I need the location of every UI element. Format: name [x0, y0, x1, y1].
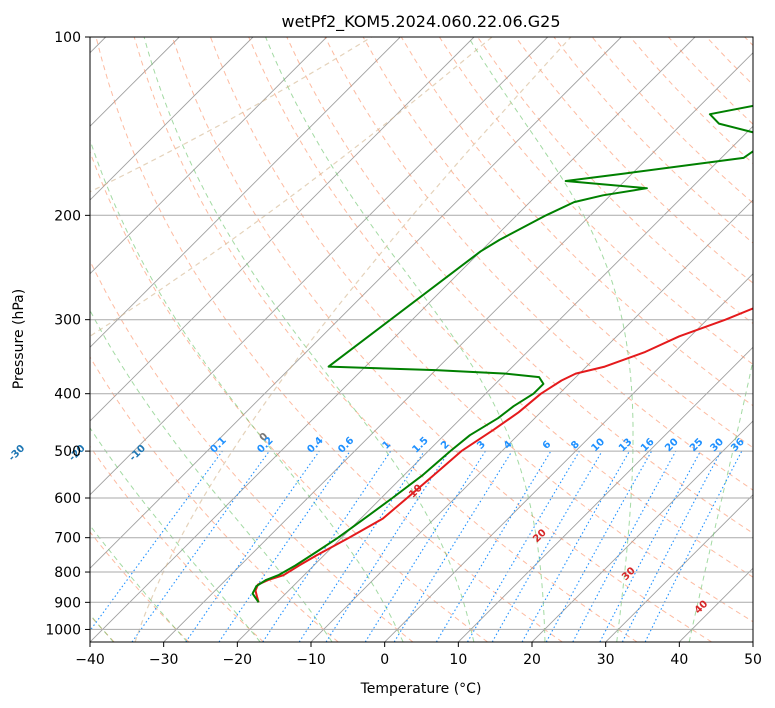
y-tick-label: 600: [54, 491, 81, 507]
temperature-profile: [254, 307, 753, 603]
isotherm-line: [90, 37, 622, 569]
mixing-ratio-line: [325, 450, 450, 642]
mixing-ratio-line: [90, 450, 223, 632]
dry-adiabat-line: [90, 150, 488, 642]
x-axis: −40 −30 −20 −10 0 10 20 30 40 50: [75, 642, 762, 668]
mixing-ratio-line: [185, 450, 320, 642]
isotherm-line: [90, 37, 254, 201]
moist-adiabat-line: [265, 37, 546, 642]
dry-adiabat-line: [286, 37, 753, 534]
x-axis-label: Temperature (°C): [360, 681, 482, 697]
chart-title: wetPf2_KOM5.2024.060.22.06.G25: [281, 12, 560, 32]
series-layer: [251, 104, 753, 603]
dry-adiabat-line: [400, 37, 753, 407]
plot-frame: [89, 36, 754, 643]
dewpoint-profile: [251, 104, 753, 603]
isotherm-line: [531, 420, 753, 642]
dry-adiabat-line: [133, 37, 638, 642]
moist-adiabat-line: [90, 427, 261, 642]
moist-adiabat-line: [90, 138, 404, 642]
mixing-ratio-line: [644, 450, 743, 642]
reference-curve-line: [134, 37, 572, 642]
x-tick-label: 40: [670, 652, 688, 668]
x-tick-label: −10: [296, 652, 326, 668]
y-axis: 100 200 300 400 500 600 700 800 900 1000: [45, 30, 90, 638]
dry-adiabat-line: [171, 37, 712, 642]
y-tick-label: 900: [54, 595, 81, 611]
dry-adiabat-line: [210, 37, 753, 623]
x-tick-label: 50: [744, 652, 762, 668]
mixing-ratio-line: [572, 450, 677, 642]
y-tick-label: 100: [54, 30, 81, 46]
y-tick-label: 500: [54, 444, 81, 460]
y-tick-label: 1000: [45, 622, 81, 638]
dry-adiabat-line: [90, 531, 190, 642]
mixing-ratio-line: [218, 450, 351, 642]
mixing-ratio-line: [393, 450, 513, 642]
moist-adiabat-line: [143, 37, 475, 642]
mixing-ratio-line: [262, 450, 392, 642]
dry-adiabat-line: [515, 37, 753, 284]
isotherm-line: [605, 494, 753, 642]
y-tick-label: 200: [54, 208, 81, 224]
y-tick-label: 700: [54, 531, 81, 547]
isotherm-line: [90, 37, 549, 496]
isotherm-line: [457, 346, 753, 642]
dry-adiabat-line: [90, 356, 339, 642]
background-lines: [90, 37, 753, 642]
y-tick-label: 400: [54, 387, 81, 403]
x-tick-label: 10: [449, 652, 467, 668]
x-tick-label: 0: [380, 652, 389, 668]
isotherm-line: [384, 273, 753, 642]
isotherm-line: [90, 37, 328, 275]
isotherm-line: [90, 37, 696, 642]
x-tick-label: −30: [149, 652, 179, 668]
isotherm-line: [90, 37, 401, 348]
mixing-ratio-line: [521, 450, 630, 642]
x-tick-label: 30: [597, 652, 615, 668]
y-tick-label: 800: [54, 565, 81, 581]
moist-adiabat-line: [90, 524, 188, 642]
x-tick-label: −40: [75, 652, 105, 668]
x-tick-label: 20: [523, 652, 541, 668]
dry-adiabat-line: [248, 37, 753, 578]
x-tick-label: −20: [223, 652, 253, 668]
plot-area: [90, 37, 753, 642]
mixing-ratio-line: [131, 450, 270, 642]
isotherm-line: [90, 37, 475, 422]
isotherm-line: [236, 125, 753, 642]
isotherm-line: [163, 52, 753, 642]
y-axis-label: Pressure (hPa): [11, 289, 27, 389]
dry-adiabat-line: [90, 259, 414, 642]
dry-adiabat-line: [90, 445, 264, 642]
pressure-gridlines: [90, 37, 753, 630]
dry-adiabat-line: [95, 37, 563, 642]
dry-adiabat-line: [438, 37, 753, 366]
y-tick-label: 300: [54, 313, 81, 329]
mixing-ratio-line: [545, 450, 653, 642]
